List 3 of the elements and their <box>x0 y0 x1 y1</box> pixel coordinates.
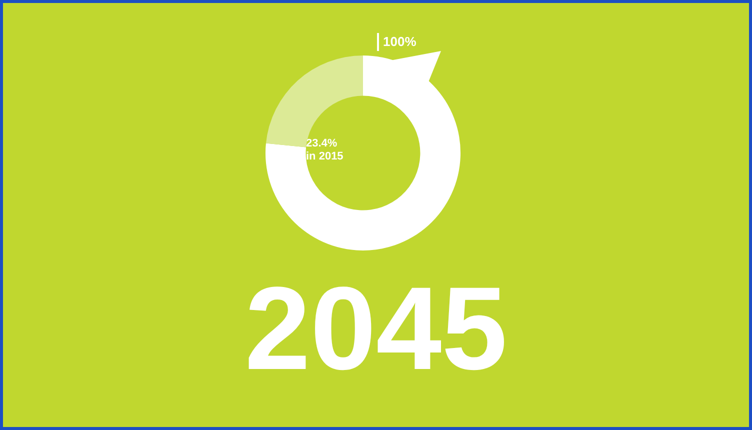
text: 2045 <box>244 263 508 395</box>
text: 100% <box>383 34 417 49</box>
text: 23.4% in 2015 <box>306 138 344 162</box>
